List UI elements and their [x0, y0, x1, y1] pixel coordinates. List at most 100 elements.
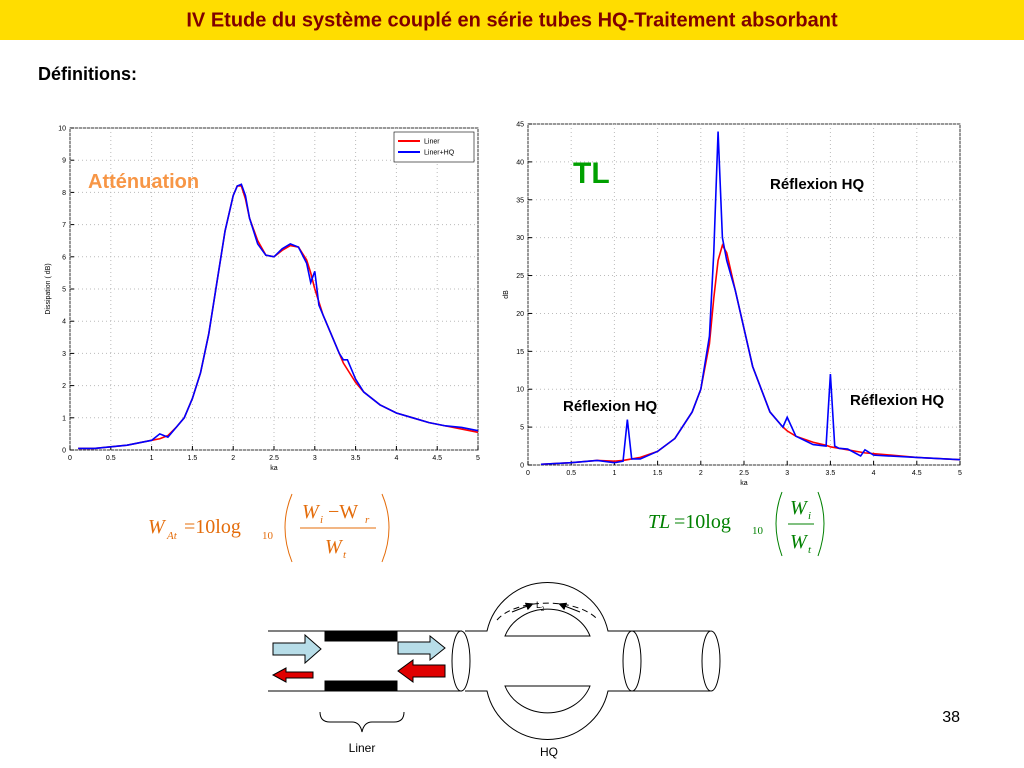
x-tick-label: 4	[394, 455, 398, 462]
hq-inner	[504, 685, 591, 714]
x-tick-label: 5	[958, 470, 962, 477]
x-tick-label: 4.5	[432, 455, 442, 462]
paren	[775, 491, 783, 557]
x-tick-label: 2	[231, 455, 235, 462]
x-tick-label: 3	[785, 470, 789, 477]
x-tick-label: 3	[313, 455, 317, 462]
x-tick-label: 1	[150, 455, 154, 462]
x-tick-label: 0	[526, 470, 530, 477]
x-axis-label: ka	[740, 480, 748, 487]
y-tick-label: 25	[516, 273, 524, 280]
formula-part: −W	[328, 501, 358, 523]
formula-part: W	[148, 516, 167, 538]
y-tick-label: 10	[516, 387, 524, 394]
reflected-arrow	[397, 659, 446, 683]
reflected-arrow	[271, 667, 314, 683]
y-tick-label: 9	[62, 158, 66, 165]
pipe-end	[451, 630, 471, 692]
y-tick-label: 40	[516, 159, 524, 166]
x-tick-label: 5	[476, 455, 480, 462]
y-tick-label: 5	[62, 287, 66, 294]
y-tick-label: 2	[62, 383, 66, 390]
formula-part: =10log	[674, 511, 731, 533]
formula-part: W	[790, 531, 809, 553]
liner-block	[324, 630, 398, 642]
pipe-section	[622, 630, 642, 692]
paren	[284, 493, 293, 563]
liner-brace	[319, 711, 405, 733]
liner-label: Liner	[349, 741, 376, 755]
formula-part: At	[166, 530, 178, 542]
y-tick-label: 3	[62, 351, 66, 358]
x-tick-label: 1.5	[188, 455, 198, 462]
annotation: Réflexion HQ	[770, 176, 865, 193]
y-tick-label: 15	[516, 349, 524, 356]
legend-label: Liner	[424, 139, 440, 146]
x-tick-label: 2.5	[739, 470, 749, 477]
x-tick-label: 0.5	[566, 470, 576, 477]
x-tick-label: 1	[612, 470, 616, 477]
formula-attenuation: W At =10log 10 W i −W r W t	[148, 493, 390, 563]
l2-arrow	[558, 602, 581, 613]
x-tick-label: 3.5	[351, 455, 361, 462]
pipe-end	[701, 630, 721, 692]
formula-part: 10	[262, 530, 274, 542]
y-tick-label: 35	[516, 197, 524, 204]
hq-label: HQ	[540, 745, 558, 759]
annotation: Atténuation	[88, 171, 199, 193]
formula-part: i	[808, 510, 811, 522]
x-tick-label: 3.5	[826, 470, 836, 477]
formula-part: W	[325, 536, 344, 558]
l2-label: L2	[536, 600, 545, 613]
y-tick-label: 6	[62, 254, 66, 261]
y-tick-label: 45	[516, 122, 524, 129]
formula-part: r	[365, 514, 370, 526]
y-tick-label: 0	[62, 448, 66, 455]
transmitted-arrow	[397, 634, 446, 662]
x-tick-label: 0	[68, 455, 72, 462]
x-tick-label: 4	[872, 470, 876, 477]
l2-arrow	[511, 602, 534, 613]
paren	[381, 493, 390, 563]
section-heading: Définitions:	[38, 64, 137, 84]
title-bar	[0, 0, 1024, 40]
formula-part: =10log	[184, 516, 241, 538]
annotation: Réflexion HQ	[563, 398, 658, 415]
annotation: TL	[573, 157, 610, 190]
x-tick-label: 1.5	[653, 470, 663, 477]
formula-part: t	[808, 544, 812, 556]
y-tick-label: 0	[520, 463, 524, 470]
x-axis-label: ka	[270, 465, 278, 472]
x-tick-label: 4.5	[912, 470, 922, 477]
y-tick-label: 4	[62, 319, 66, 326]
slide-title: IV Etude du système couplé en série tube…	[186, 9, 838, 31]
formula-tl: TL =10log 10 W i W t	[648, 491, 825, 557]
x-tick-label: 2	[699, 470, 703, 477]
y-tick-label: 20	[516, 311, 524, 318]
liner-block	[324, 680, 398, 692]
y-tick-label: 5	[520, 425, 524, 432]
diagram	[268, 582, 721, 740]
y-tick-label: 10	[58, 126, 66, 133]
path-arrow	[496, 602, 599, 621]
y-axis-label: dB	[503, 290, 510, 299]
y-tick-label: 30	[516, 235, 524, 242]
series-line	[78, 183, 479, 450]
hq-wall	[465, 690, 710, 740]
x-tick-label: 2.5	[269, 455, 279, 462]
formula-part: TL	[648, 511, 670, 533]
incident-arrow	[272, 633, 322, 665]
formula-part: i	[320, 514, 323, 526]
y-tick-label: 7	[62, 222, 66, 229]
y-tick-label: 1	[62, 415, 66, 422]
hq-inner	[504, 608, 591, 637]
paren	[817, 491, 825, 557]
formula-part: 10	[752, 525, 764, 537]
l2-sub: 2	[541, 607, 545, 613]
series-line	[540, 131, 961, 466]
page-number: 38	[942, 709, 960, 726]
hq-wall	[465, 582, 710, 632]
y-tick-label: 8	[62, 190, 66, 197]
l2-letter: L	[536, 600, 541, 610]
